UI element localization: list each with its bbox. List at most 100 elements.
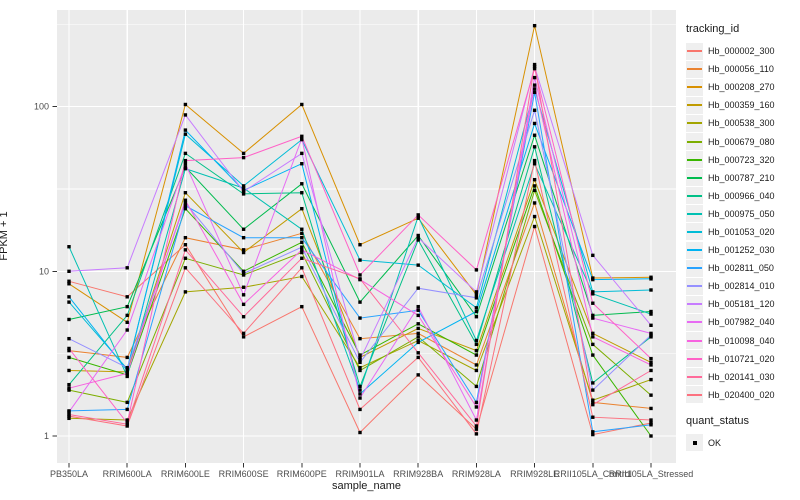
x-tick-label: RRIM928LE [510, 469, 559, 479]
data-point [649, 363, 653, 367]
legend-key [686, 205, 703, 223]
legend-item: Hb_020141_030 [686, 368, 798, 386]
data-point [241, 186, 246, 190]
x-tick-label: RRIM600PE [277, 469, 327, 479]
legend-key [686, 259, 703, 277]
data-point [67, 386, 71, 390]
data-point [591, 316, 595, 320]
data-point [241, 285, 246, 289]
legend-line-swatch [687, 375, 702, 378]
y-tick-label: 1 [44, 431, 49, 441]
data-point [474, 338, 479, 343]
data-point [358, 300, 362, 304]
data-point [416, 322, 420, 326]
data-point [183, 132, 188, 136]
data-point [649, 356, 653, 361]
data-point [649, 418, 653, 422]
data-point [358, 384, 362, 389]
data-point [416, 235, 420, 240]
data-point [300, 266, 304, 270]
data-point [183, 204, 188, 208]
data-point [649, 309, 653, 314]
data-point [300, 248, 304, 252]
data-point [474, 363, 479, 367]
data-point [416, 331, 420, 336]
data-point [416, 238, 420, 242]
data-point [300, 151, 304, 156]
legend-line-swatch [687, 285, 702, 288]
legend-item-label: Hb_010098_040 [708, 335, 775, 346]
data-point [474, 405, 479, 409]
legend-key [686, 151, 703, 169]
legend-item: Hb_000208_270 [686, 78, 798, 96]
data-point [358, 360, 362, 365]
data-point [300, 227, 304, 231]
data-point [358, 258, 362, 262]
data-point [416, 355, 420, 360]
legend-line-swatch [687, 357, 702, 360]
data-point [358, 358, 362, 362]
legend-item-label: Hb_000787_210 [708, 172, 775, 183]
data-point [532, 133, 537, 137]
legend-item: Hb_000359_160 [686, 96, 798, 114]
data-point [183, 198, 188, 202]
data-point [416, 338, 420, 343]
data-point [474, 296, 479, 300]
data-point [183, 102, 188, 107]
data-point [67, 382, 71, 387]
data-point [67, 388, 71, 392]
data-point [474, 427, 479, 431]
data-point [67, 300, 71, 304]
data-point [183, 248, 188, 252]
legend-item-label: Hb_000208_270 [708, 82, 775, 93]
data-point [241, 248, 246, 252]
data-point [125, 266, 129, 270]
data-point [416, 326, 420, 331]
data-point [649, 421, 653, 425]
data-point [300, 136, 304, 141]
legend-item: Hb_010098_040 [686, 332, 798, 350]
data-point [125, 368, 129, 373]
data-point [532, 90, 537, 95]
data-point [125, 371, 129, 376]
data-point [300, 206, 304, 211]
data-point [591, 335, 595, 339]
legend-line-swatch [687, 140, 702, 143]
legend-item-label: Hb_002811_050 [708, 263, 774, 274]
data-point [67, 269, 71, 273]
data-point [67, 245, 71, 249]
data-point [67, 414, 71, 418]
data-point [67, 348, 71, 353]
legend-line-swatch [687, 50, 702, 53]
data-point [241, 151, 246, 156]
legend-item: Hb_000679_080 [686, 132, 798, 151]
data-point [125, 407, 129, 412]
data-point [183, 206, 188, 211]
y-axis-title: FPKM + 1 [0, 211, 10, 261]
data-point [241, 235, 246, 240]
legend-item: Hb_000002_300 [686, 42, 798, 60]
data-point [183, 290, 188, 294]
data-point [241, 192, 246, 196]
legend-item-label: Hb_000723_320 [708, 154, 775, 165]
legend-line-swatch [687, 267, 702, 270]
data-point [300, 162, 304, 166]
data-point [649, 434, 653, 438]
data-point [591, 342, 595, 347]
data-point [416, 308, 420, 312]
data-point [125, 424, 129, 428]
legend-line-swatch [687, 122, 702, 125]
legend-line-swatch [687, 104, 702, 107]
legend-line-swatch [687, 212, 702, 215]
data-point [183, 235, 188, 240]
data-point [416, 373, 420, 377]
data-point [183, 243, 188, 247]
data-point [358, 368, 362, 373]
legend-key [686, 78, 703, 96]
data-point [532, 162, 537, 166]
data-point [532, 177, 537, 182]
legend-key [686, 114, 703, 132]
data-point [649, 333, 653, 337]
data-point [474, 432, 479, 436]
legend-items: Hb_000002_300 Hb_000056_110 Hb_000208_270 H… [686, 42, 798, 404]
